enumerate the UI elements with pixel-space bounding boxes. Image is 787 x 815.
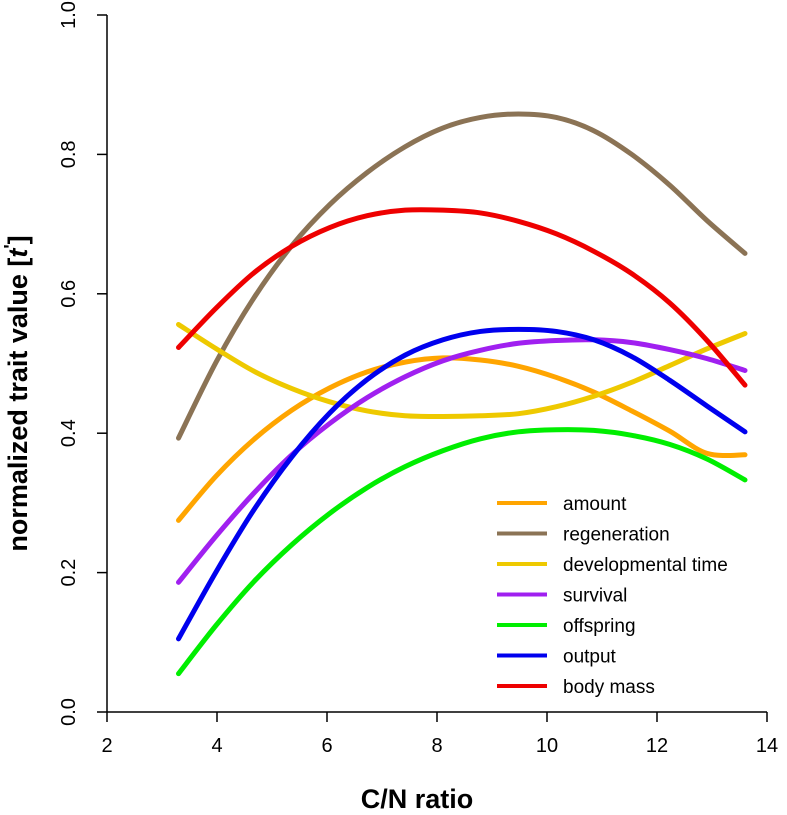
legend: amount regeneration developmental time surv…: [497, 494, 728, 698]
series-line-offspring: [176, 427, 748, 677]
legend-label-developmental-time: developmental time: [563, 555, 728, 576]
x-tick-label: 12: [646, 735, 668, 757]
legend-label-output: output: [563, 647, 617, 668]
y-tick-label: 1.0: [58, 1, 80, 29]
series-line-developmental-time: [176, 321, 748, 419]
series-line-regeneration: [176, 111, 748, 441]
y-tick-label: 0.0: [58, 698, 80, 726]
series-line-amount: [176, 355, 748, 523]
y-axis-title-superscript: ': [1, 244, 21, 248]
y-tick-label: 0.8: [58, 140, 80, 168]
series-line-output: [176, 326, 748, 642]
y-tick-label: 0.2: [58, 559, 80, 587]
legend-label-regeneration: regeneration: [563, 525, 670, 546]
y-axis-title-bracket: ]: [3, 235, 33, 244]
x-tick-label: 4: [211, 735, 222, 757]
y-axis-title: normalized trait value [t']: [1, 235, 33, 551]
series-line-body-mass: [176, 207, 748, 388]
x-tick-label: 6: [321, 735, 332, 757]
series-line-survival: [176, 337, 748, 585]
legend-label-body-mass: body mass: [563, 677, 655, 698]
legend-label-offspring: offspring: [563, 616, 636, 637]
x-tick-label: 10: [536, 735, 558, 757]
y-tick-label: 0.4: [58, 419, 80, 447]
x-tick-label: 2: [101, 735, 112, 757]
x-tick-label: 14: [756, 735, 778, 757]
y-axis-title-symbol: t: [3, 248, 33, 258]
x-tick-label: 8: [431, 735, 442, 757]
y-axis-title-text: normalized trait value [: [3, 258, 33, 552]
legend-label-survival: survival: [563, 586, 627, 607]
series-lines: [176, 111, 748, 677]
x-axis-title: C/N ratio: [361, 784, 474, 814]
legend-label-amount: amount: [563, 494, 627, 515]
y-tick-label: 0.6: [58, 280, 80, 308]
